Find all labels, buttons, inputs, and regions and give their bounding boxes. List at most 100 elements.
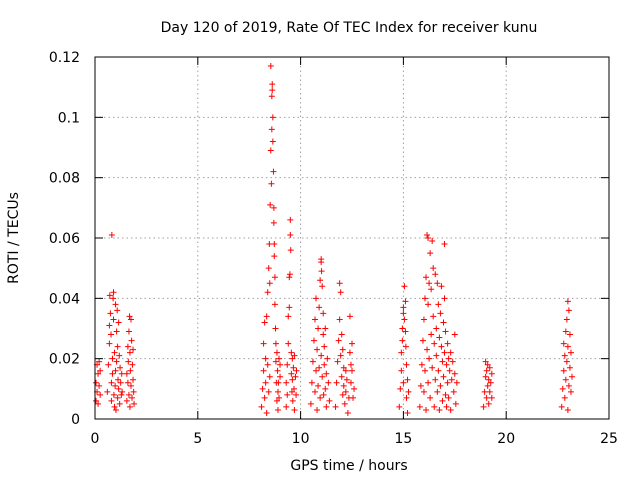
data-point bbox=[269, 81, 276, 88]
x-tick-label: 0 bbox=[91, 431, 100, 447]
data-point bbox=[433, 352, 440, 359]
data-point bbox=[323, 403, 330, 410]
data-point bbox=[291, 385, 298, 392]
data-point bbox=[290, 364, 297, 371]
data-point bbox=[436, 334, 443, 341]
data-point bbox=[105, 361, 112, 368]
data-point bbox=[112, 382, 119, 389]
data-point bbox=[284, 361, 291, 368]
data-point bbox=[95, 400, 102, 407]
data-point bbox=[287, 231, 294, 238]
data-point bbox=[443, 361, 450, 368]
data-point bbox=[350, 394, 357, 401]
data-point bbox=[343, 376, 350, 383]
data-point bbox=[130, 388, 137, 395]
data-point bbox=[435, 367, 442, 374]
data-point bbox=[485, 376, 492, 383]
data-point bbox=[129, 394, 136, 401]
data-point bbox=[399, 325, 406, 332]
data-point bbox=[339, 346, 346, 353]
data-point bbox=[417, 382, 424, 389]
data-point bbox=[124, 379, 131, 386]
data-point bbox=[434, 280, 441, 287]
y-tick-label: 0 bbox=[71, 412, 80, 428]
data-point bbox=[433, 325, 440, 332]
data-point bbox=[269, 87, 276, 94]
data-point bbox=[403, 394, 410, 401]
data-point bbox=[482, 358, 489, 365]
data-point bbox=[106, 322, 113, 329]
data-point bbox=[483, 367, 490, 374]
data-point bbox=[271, 253, 278, 260]
data-point bbox=[126, 313, 133, 320]
data-point bbox=[430, 265, 437, 272]
data-point bbox=[451, 370, 458, 377]
data-point bbox=[288, 349, 295, 356]
data-point bbox=[272, 358, 279, 365]
data-point bbox=[425, 301, 432, 308]
data-point bbox=[270, 168, 277, 175]
data-point bbox=[108, 331, 115, 338]
data-point bbox=[432, 271, 439, 278]
data-point bbox=[307, 400, 314, 407]
data-point bbox=[398, 349, 405, 356]
data-point bbox=[321, 361, 328, 368]
data-point bbox=[110, 289, 117, 296]
data-point bbox=[487, 379, 494, 386]
x-tick-label: 25 bbox=[600, 431, 618, 447]
data-point bbox=[110, 295, 117, 302]
data-point bbox=[271, 241, 278, 248]
data-point bbox=[309, 358, 316, 365]
data-point bbox=[326, 397, 333, 404]
data-point bbox=[436, 406, 443, 413]
data-point bbox=[424, 346, 431, 353]
data-point bbox=[434, 388, 441, 395]
data-point bbox=[435, 301, 442, 308]
data-point bbox=[291, 406, 298, 413]
data-point bbox=[114, 394, 121, 401]
data-point bbox=[441, 241, 448, 248]
data-point bbox=[273, 349, 280, 356]
x-tick-label: 10 bbox=[292, 431, 310, 447]
data-point bbox=[283, 403, 290, 410]
y-tick-label: 0.12 bbox=[49, 50, 80, 66]
data-point bbox=[308, 379, 315, 386]
data-point bbox=[337, 289, 344, 296]
data-point bbox=[125, 358, 132, 365]
data-point bbox=[421, 367, 428, 374]
data-point bbox=[322, 385, 329, 392]
data-point bbox=[125, 328, 132, 335]
data-point bbox=[400, 304, 407, 311]
y-tick-label: 0.06 bbox=[49, 231, 80, 247]
data-point bbox=[335, 337, 342, 344]
data-point bbox=[564, 343, 571, 350]
data-point bbox=[566, 331, 573, 338]
data-point bbox=[562, 328, 569, 335]
data-point bbox=[269, 138, 276, 145]
data-point bbox=[275, 379, 282, 386]
data-point bbox=[344, 409, 351, 416]
data-point bbox=[311, 316, 318, 323]
data-point bbox=[439, 358, 446, 365]
data-point bbox=[108, 231, 115, 238]
x-tick-label: 15 bbox=[394, 431, 412, 447]
data-point bbox=[439, 397, 446, 404]
data-point bbox=[265, 388, 272, 395]
data-point bbox=[268, 180, 275, 187]
data-point bbox=[260, 367, 267, 374]
data-point bbox=[126, 349, 133, 356]
data-point bbox=[270, 204, 277, 211]
chart-title: Day 120 of 2019, Rate Of TEC Index for r… bbox=[161, 20, 538, 36]
data-point bbox=[561, 394, 568, 401]
data-point bbox=[293, 391, 300, 398]
data-point bbox=[567, 388, 574, 395]
data-point bbox=[321, 343, 328, 350]
data-point bbox=[111, 349, 118, 356]
data-point bbox=[320, 310, 327, 317]
data-point bbox=[318, 259, 325, 266]
data-point bbox=[266, 280, 273, 287]
data-point bbox=[447, 406, 454, 413]
data-point bbox=[319, 283, 326, 290]
data-point bbox=[106, 340, 113, 347]
data-point bbox=[563, 358, 570, 365]
